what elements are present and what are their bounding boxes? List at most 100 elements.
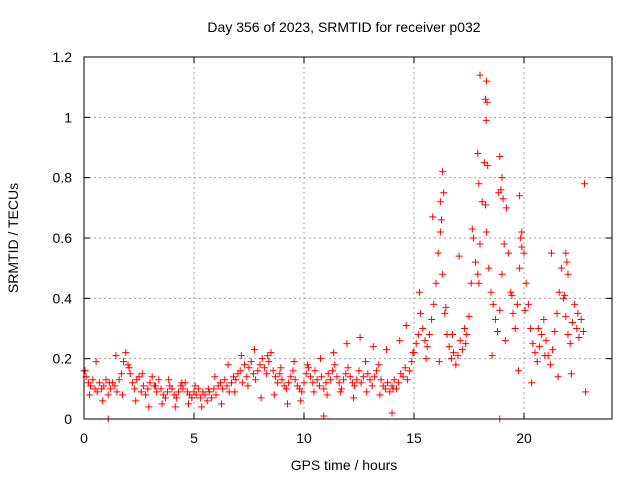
data-point [178,379,186,387]
data-point [500,240,508,248]
data-point [237,352,245,360]
data-point [363,388,371,396]
data-point [320,412,328,420]
data-point [251,346,258,354]
data-point [208,394,216,402]
data-point [441,309,449,317]
data-point [152,382,159,390]
data-point [236,367,244,375]
data-point [462,340,470,348]
data-point [111,382,119,390]
data-point [560,294,568,302]
data-point [475,279,483,287]
data-point [425,331,433,339]
x-tick-label: 10 [296,430,312,446]
data-point [171,403,179,411]
chart-title: Day 356 of 2023, SRMTID for receiver p03… [207,19,480,35]
data-point [388,382,396,390]
data-point [564,331,572,339]
data-point [370,373,378,381]
data-point [342,370,350,378]
data-point [396,337,404,345]
data-point [501,337,509,345]
data-point [269,367,277,375]
data-point [122,349,130,357]
data-point [119,391,126,399]
data-point [113,388,121,396]
data-point [383,346,390,354]
data-point [577,315,585,323]
data-point [388,409,396,417]
data-point [521,306,529,314]
data-point [126,370,134,378]
data-point [447,355,455,363]
data-point [482,116,490,124]
data-point [216,379,224,387]
data-point [505,249,513,257]
data-point [408,358,416,366]
data-point [421,337,429,345]
data-point [278,376,286,384]
data-point [335,379,343,387]
data-point [554,373,562,381]
data-point [474,270,482,278]
data-point [243,373,251,381]
data-point [403,376,411,384]
data-point [412,340,420,348]
data-point [357,379,365,387]
data-point [224,361,232,369]
data-point [480,159,488,167]
data-point [333,373,341,381]
data-point [541,352,549,360]
data-point [395,379,403,387]
data-point [384,379,392,387]
data-point [153,388,161,396]
data-point [285,379,293,387]
data-point [138,370,146,378]
data-point [509,309,517,317]
data-point [310,388,318,396]
data-point [322,379,330,387]
data-point [469,234,477,242]
data-point [476,240,484,248]
data-point [267,349,275,357]
data-point [497,186,505,194]
data-points [80,71,590,423]
data-point [290,358,298,366]
data-point [518,228,526,236]
data-point [331,361,339,369]
data-point [417,309,425,317]
data-point [422,355,430,363]
data-point [439,270,447,278]
data-point [516,264,524,272]
data-point [582,388,590,396]
data-point [564,270,572,278]
data-point [449,331,456,339]
data-point [307,373,315,381]
data-point [494,328,502,336]
data-point [139,382,147,390]
data-point [524,300,532,308]
data-point [581,180,588,188]
data-point [423,343,431,351]
data-point [105,379,113,387]
data-point [144,385,152,393]
data-point [491,315,499,323]
data-point [496,153,504,161]
data-point [212,391,220,399]
data-point [106,385,114,393]
data-point [463,331,471,339]
data-point [146,379,154,387]
data-point [502,204,510,212]
data-point [313,376,321,384]
data-point [562,249,570,257]
data-point [438,216,445,224]
data-point [165,376,173,384]
data-point [142,391,150,399]
y-tick-label: 0.2 [53,351,73,367]
data-point [81,367,89,375]
data-point [218,400,225,408]
data-point [533,358,541,366]
data-point [188,394,196,402]
data-point [329,367,337,375]
